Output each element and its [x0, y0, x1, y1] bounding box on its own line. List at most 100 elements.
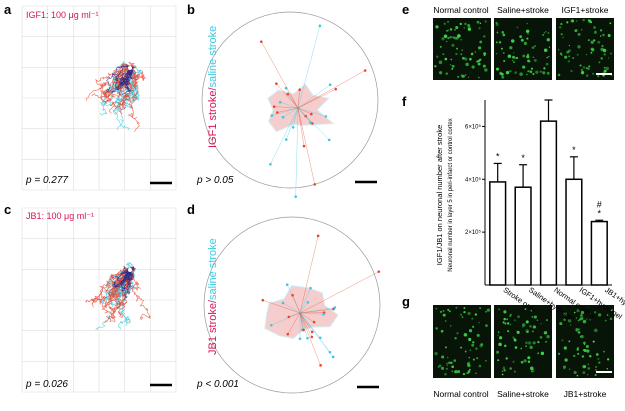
cell [435, 327, 438, 330]
cell [500, 72, 502, 75]
point [331, 355, 335, 359]
point [306, 336, 309, 340]
point [313, 183, 317, 186]
panel-label: a [4, 2, 12, 17]
ray [297, 70, 366, 109]
point [269, 162, 272, 166]
cell [485, 360, 487, 362]
significance: # [597, 199, 602, 209]
cell [576, 53, 579, 56]
cell [477, 59, 481, 63]
ray [299, 312, 321, 366]
cell [607, 34, 611, 37]
ray [280, 102, 299, 109]
point [309, 286, 312, 290]
cell [435, 25, 439, 29]
cell [582, 18, 585, 22]
cell [497, 334, 499, 336]
cell [589, 355, 592, 358]
point [310, 112, 313, 116]
cell [587, 367, 591, 370]
trajectory [90, 265, 131, 301]
cell [472, 358, 475, 361]
cell [501, 75, 505, 79]
cell [548, 55, 550, 58]
cell [594, 373, 597, 376]
caption: IGF1+stroke [561, 5, 608, 15]
cell [455, 25, 459, 30]
trajectory [125, 267, 141, 291]
ray [297, 107, 311, 123]
cell [466, 362, 470, 365]
trajectory [117, 269, 134, 330]
cell [495, 41, 498, 44]
label-part: JB1 stroke [207, 303, 219, 355]
cell [456, 47, 459, 50]
cell [534, 45, 537, 48]
cell [547, 31, 550, 34]
cell [568, 368, 571, 370]
cell [459, 22, 462, 26]
point [284, 138, 288, 141]
ray [274, 106, 299, 109]
cell [450, 58, 453, 61]
cell [498, 336, 503, 340]
cell [568, 340, 571, 343]
cell [511, 59, 514, 62]
cell [484, 20, 487, 23]
cell [586, 318, 588, 320]
significance: * [572, 145, 576, 155]
cell [525, 345, 527, 348]
cell [456, 332, 459, 335]
cell [471, 317, 474, 320]
ray [270, 107, 299, 165]
cell [546, 56, 549, 59]
decor [21, 5, 614, 394]
cell [606, 368, 609, 370]
cell [563, 312, 567, 316]
cell [497, 359, 500, 362]
point [363, 69, 367, 72]
cell [463, 333, 468, 337]
cell [590, 51, 593, 54]
cell [505, 70, 510, 75]
cell [590, 40, 594, 44]
cell [464, 22, 467, 26]
cell [557, 49, 560, 51]
cell [527, 70, 530, 73]
point [328, 350, 332, 354]
ray [299, 271, 379, 314]
cell [507, 330, 510, 333]
cell [525, 341, 528, 345]
y-tick-label: 2×10⁵ [465, 229, 482, 236]
cell [540, 351, 545, 356]
cell [532, 330, 534, 333]
cell [470, 52, 474, 56]
cell [438, 60, 443, 65]
polar-frame [201, 11, 379, 189]
label-part: saline stroke [207, 26, 219, 88]
cell [607, 358, 610, 361]
point [261, 298, 265, 302]
cell [585, 53, 588, 56]
cell [600, 57, 603, 60]
p-value: p > 0.05 [196, 175, 234, 186]
cell [529, 366, 534, 371]
cell [531, 46, 535, 49]
caption: Normal control [433, 5, 488, 15]
panel-label: e [402, 2, 409, 17]
cell [503, 310, 507, 314]
cell [519, 72, 523, 76]
cell [513, 370, 516, 373]
cell [478, 27, 481, 30]
ray [271, 312, 301, 326]
cell [609, 22, 612, 25]
panel-label: d [187, 202, 195, 217]
cell [476, 333, 480, 337]
cell [476, 357, 479, 360]
cell [564, 358, 568, 362]
cell [542, 71, 546, 75]
caption: JB1+stroke [564, 389, 607, 399]
point [291, 293, 294, 297]
cell [495, 22, 499, 26]
